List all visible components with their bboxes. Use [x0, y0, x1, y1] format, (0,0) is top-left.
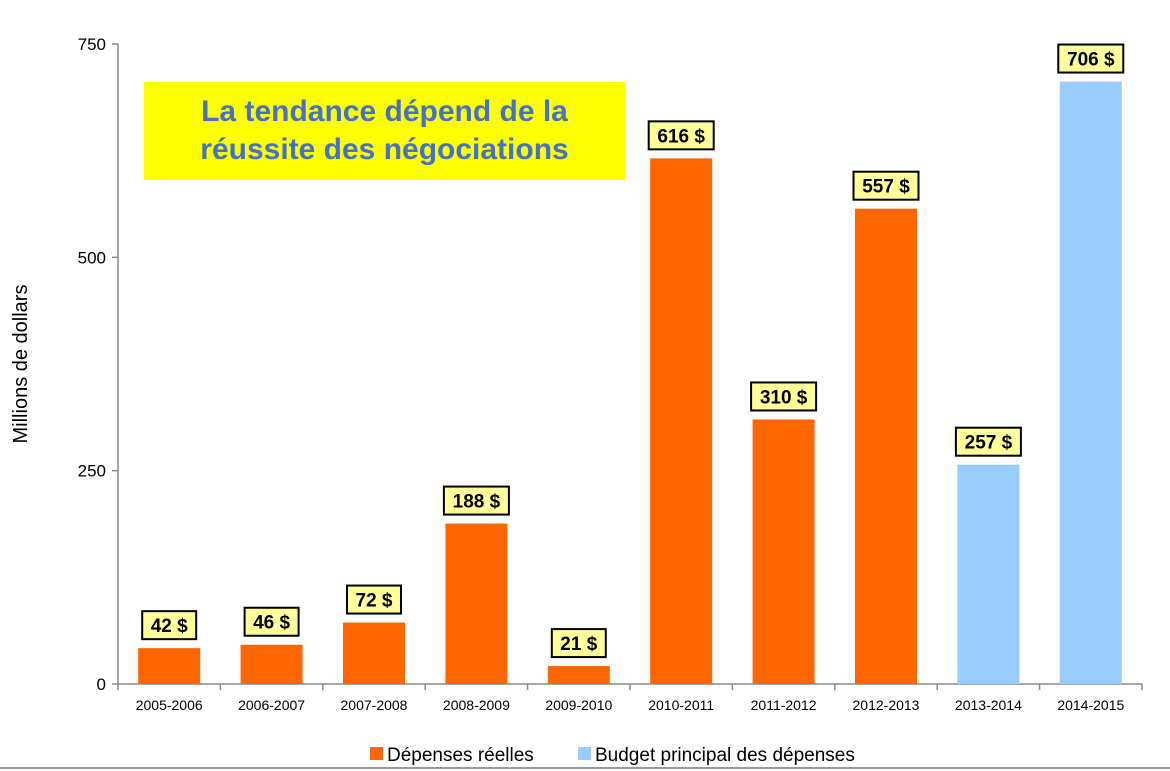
x-tick-label: 2009-2010 [545, 697, 612, 713]
data-label-box [750, 381, 818, 412]
bar [957, 464, 1020, 684]
bar [343, 622, 405, 684]
legend-swatch [370, 747, 383, 760]
data-label-box [852, 170, 920, 201]
x-tick-label: 2010-2011 [648, 697, 714, 713]
data-label: 557 $ [862, 177, 910, 198]
x-tick-label: 2012-2013 [853, 697, 920, 713]
data-label-box [647, 120, 715, 151]
x-tick-label: 2007-2008 [341, 697, 408, 713]
divider [0, 767, 1170, 769]
data-label-box [346, 584, 402, 615]
y-axis-label: Millions de dollars [10, 285, 32, 444]
data-label: 257 $ [965, 433, 1013, 454]
x-tick-label: 2011-2012 [751, 697, 817, 713]
bar [752, 419, 815, 684]
data-label: 46 $ [253, 613, 290, 634]
annotation-callout: La tendance dépend de la réussite des né… [144, 82, 625, 180]
data-label: 706 $ [1067, 50, 1115, 71]
data-label-box [550, 628, 607, 659]
y-tick-label: 750 [78, 35, 106, 54]
x-tick-label: 2014-2015 [1057, 697, 1124, 713]
y-tick-label: 250 [78, 462, 106, 481]
y-tick-label: 500 [78, 248, 106, 267]
legend-label: Dépenses réelles [387, 745, 534, 766]
legend-label: Budget principal des dépenses [595, 745, 855, 766]
data-label: 310 $ [760, 387, 808, 408]
bar [1059, 81, 1122, 684]
data-label: 42 $ [151, 616, 188, 637]
bar [138, 648, 201, 684]
x-tick-label: 2006-2007 [238, 697, 305, 713]
data-label-box [442, 485, 510, 516]
data-label-box [954, 426, 1022, 457]
data-label-box [1057, 43, 1125, 74]
data-label-box [141, 610, 198, 641]
bar [650, 158, 713, 684]
x-tick-label: 2008-2009 [443, 697, 510, 713]
legend-swatch [578, 747, 591, 760]
data-label: 188 $ [453, 492, 501, 513]
bar [240, 644, 303, 684]
bar [855, 208, 917, 684]
data-label: 72 $ [356, 591, 393, 612]
data-label: 21 $ [560, 634, 597, 655]
x-tick-label: 2005-2006 [136, 697, 203, 713]
bar [547, 666, 610, 684]
data-label-box [243, 606, 300, 637]
data-label: 616 $ [657, 126, 705, 147]
y-tick-label: 0 [97, 675, 106, 694]
bar [445, 523, 508, 684]
x-tick-label: 2013-2014 [955, 697, 1022, 713]
